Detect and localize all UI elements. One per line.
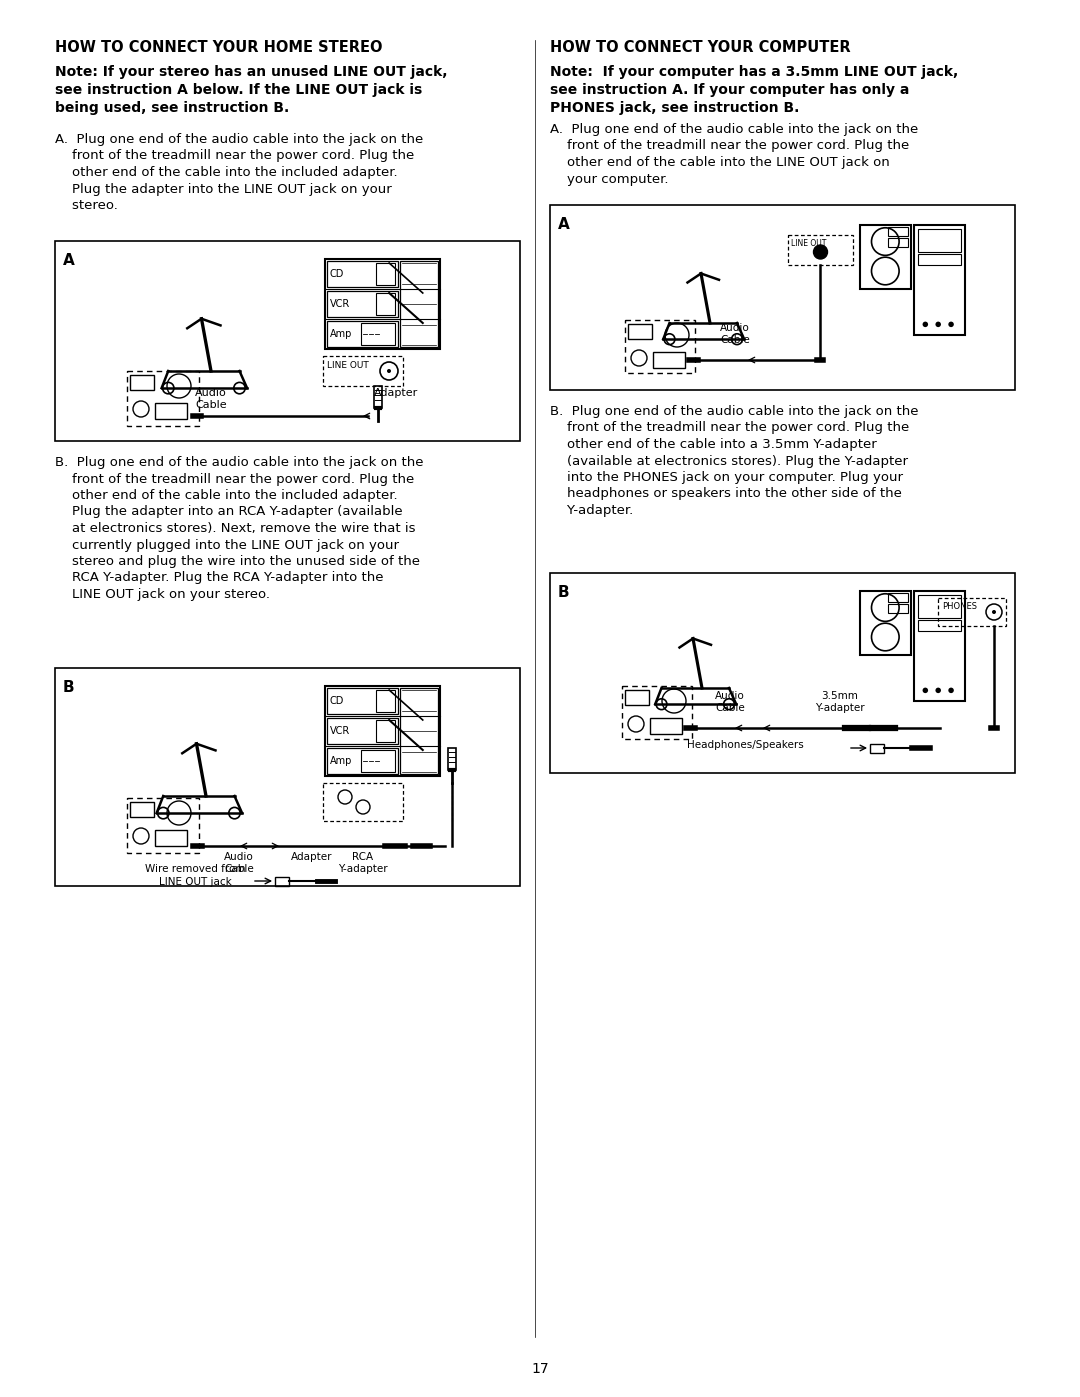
Bar (156, 402, 187, 419)
Bar (550, 205, 1015, 390)
Bar (860, 225, 910, 289)
Bar (156, 830, 187, 847)
Bar (376, 263, 395, 285)
Text: B.  Plug one end of the audio cable into the jack on the
    front of the treadm: B. Plug one end of the audio cable into … (55, 455, 423, 601)
Text: LINE OUT: LINE OUT (327, 360, 368, 370)
Text: Amp: Amp (330, 330, 352, 339)
Text: VCR: VCR (330, 726, 350, 736)
Text: A: A (558, 217, 570, 232)
Text: B: B (558, 585, 569, 599)
Bar (376, 293, 395, 314)
Bar (275, 877, 289, 886)
Text: Adapter: Adapter (292, 852, 333, 862)
Bar (653, 352, 685, 367)
Text: Audio
Cable: Audio Cable (720, 323, 750, 345)
Text: RCA
Y-adapter: RCA Y-adapter (338, 852, 388, 873)
Text: B: B (63, 680, 75, 694)
Text: PHONES: PHONES (942, 602, 977, 610)
Bar (888, 604, 908, 613)
Text: HOW TO CONNECT YOUR COMPUTER: HOW TO CONNECT YOUR COMPUTER (550, 41, 851, 54)
Circle shape (935, 687, 941, 693)
Bar (55, 242, 519, 441)
Text: Adapter: Adapter (374, 388, 418, 398)
Bar (860, 591, 910, 655)
Bar (918, 595, 961, 617)
Bar (376, 719, 395, 742)
Bar (327, 321, 399, 346)
Text: A: A (63, 253, 75, 268)
Bar (374, 386, 382, 408)
Text: Note: If your stereo has an unused LINE OUT jack,
see instruction A below. If th: Note: If your stereo has an unused LINE … (55, 66, 447, 115)
Circle shape (922, 321, 928, 327)
Bar (448, 747, 456, 770)
Bar (915, 591, 964, 701)
Bar (918, 620, 961, 631)
Circle shape (948, 687, 954, 693)
Text: VCR: VCR (330, 299, 350, 309)
Bar (325, 686, 440, 775)
Circle shape (813, 244, 827, 258)
Text: CD: CD (330, 696, 345, 705)
Text: Note:  If your computer has a 3.5mm LINE OUT jack,
see instruction A. If your co: Note: If your computer has a 3.5mm LINE … (550, 66, 958, 115)
Circle shape (922, 687, 928, 693)
Bar (401, 687, 438, 774)
Text: B.  Plug one end of the audio cable into the jack on the
    front of the treadm: B. Plug one end of the audio cable into … (550, 405, 918, 517)
Text: A.  Plug one end of the audio cable into the jack on the
    front of the treadm: A. Plug one end of the audio cable into … (550, 123, 918, 186)
Bar (361, 323, 395, 345)
Bar (918, 254, 961, 265)
Bar (625, 690, 649, 705)
Bar (915, 225, 964, 335)
Text: Audio
Cable: Audio Cable (715, 692, 745, 712)
Bar (325, 258, 440, 349)
Bar (376, 690, 395, 712)
Text: Audio
Cable: Audio Cable (225, 852, 254, 873)
Bar (888, 226, 908, 236)
Text: LINE OUT: LINE OUT (791, 239, 826, 249)
Bar (130, 374, 154, 390)
Bar (650, 718, 681, 733)
Bar (888, 237, 908, 247)
Bar (918, 229, 961, 251)
Circle shape (387, 369, 391, 373)
Bar (888, 592, 908, 602)
Text: Amp: Amp (330, 756, 352, 766)
Bar (627, 324, 652, 339)
Bar (361, 750, 395, 773)
Bar (130, 802, 154, 817)
Text: LINE OUT jack: LINE OUT jack (159, 877, 231, 887)
Text: CD: CD (330, 270, 345, 279)
Bar (327, 747, 399, 774)
Bar (327, 718, 399, 745)
Bar (327, 261, 399, 286)
Text: Headphones/Speakers: Headphones/Speakers (687, 740, 804, 750)
Circle shape (935, 321, 941, 327)
Bar (550, 573, 1015, 773)
Bar (327, 687, 399, 714)
Bar (870, 745, 885, 753)
Text: Wire removed from: Wire removed from (145, 863, 245, 875)
Text: 3.5mm
Y-adapter: 3.5mm Y-adapter (815, 692, 865, 712)
Circle shape (993, 610, 996, 615)
Text: 17: 17 (531, 1362, 549, 1376)
Text: A.  Plug one end of the audio cable into the jack on the
    front of the treadm: A. Plug one end of the audio cable into … (55, 133, 423, 212)
Circle shape (948, 321, 954, 327)
Text: HOW TO CONNECT YOUR HOME STEREO: HOW TO CONNECT YOUR HOME STEREO (55, 41, 382, 54)
Bar (327, 291, 399, 317)
Text: Audio
Cable: Audio Cable (195, 388, 227, 409)
Bar (55, 668, 519, 886)
Bar (401, 261, 438, 346)
